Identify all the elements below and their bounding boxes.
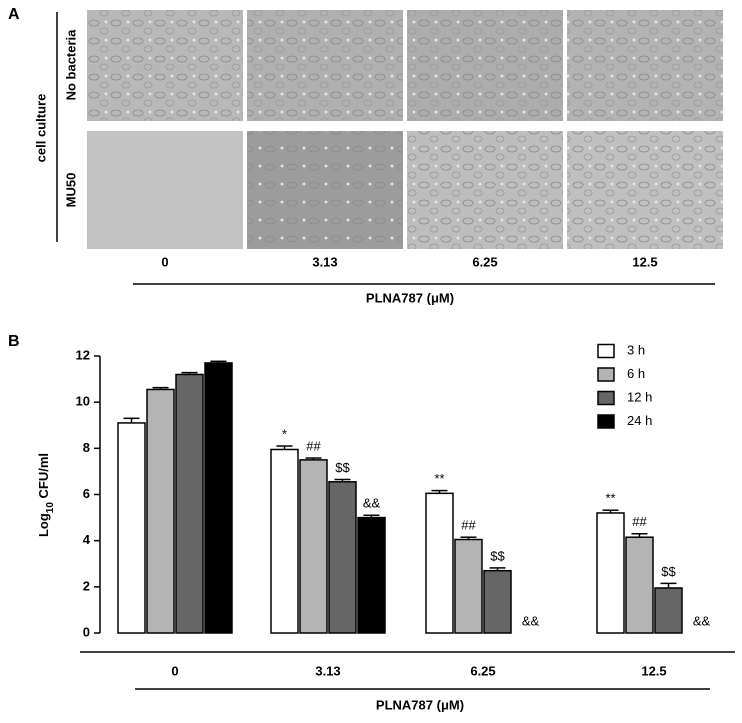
y-tick-label: 6 bbox=[83, 486, 90, 501]
significance-marker: ## bbox=[461, 518, 476, 533]
micrograph-texture bbox=[87, 10, 243, 121]
bar bbox=[625, 536, 654, 634]
column-label: 3.13 bbox=[312, 254, 337, 269]
column-label: cell culture bbox=[33, 94, 48, 163]
micrograph bbox=[87, 131, 243, 249]
significance-marker: && bbox=[363, 496, 381, 511]
significance-marker: $$ bbox=[335, 460, 350, 475]
bar bbox=[175, 373, 204, 634]
legend-swatch bbox=[597, 414, 615, 429]
significance-marker: * bbox=[282, 426, 287, 441]
column-label: 0 bbox=[161, 254, 168, 269]
y-tick-label: 2 bbox=[83, 578, 90, 593]
bar bbox=[328, 481, 357, 634]
micrograph-texture bbox=[247, 131, 403, 249]
bar bbox=[357, 516, 386, 634]
axis-title: PLNA787 (μM) bbox=[366, 290, 454, 305]
x-tick-label: 6.25 bbox=[470, 663, 495, 678]
significance-marker: $$ bbox=[490, 548, 505, 563]
row-label: No bacteria bbox=[63, 29, 78, 101]
y-axis-title-part: Log bbox=[36, 513, 51, 537]
x-tick-label: 12.5 bbox=[641, 663, 666, 678]
x-tick-label: 3.13 bbox=[315, 663, 340, 678]
significance-marker: && bbox=[693, 613, 711, 628]
x-tick-label: 0 bbox=[171, 663, 178, 678]
bar bbox=[270, 448, 299, 634]
column-label: 6.25 bbox=[472, 254, 497, 269]
bar bbox=[299, 459, 328, 634]
y-axis-title-part: CFU/ml bbox=[36, 453, 51, 502]
legend-swatch bbox=[597, 367, 615, 382]
bar bbox=[654, 587, 683, 634]
bar bbox=[454, 538, 483, 634]
micrograph-texture bbox=[247, 10, 403, 121]
bar bbox=[425, 492, 454, 634]
y-tick-label: 8 bbox=[83, 440, 90, 455]
y-axis-title-part: 10 bbox=[45, 502, 56, 514]
panel-a: cell culture No bacteria MU50 0 3.13 6.25 12.5… bbox=[33, 10, 723, 305]
legend-swatch bbox=[597, 390, 615, 406]
panel-label: B bbox=[8, 333, 20, 350]
significance-marker: $$ bbox=[661, 564, 676, 579]
significance-marker: ## bbox=[306, 438, 321, 453]
bar bbox=[146, 388, 175, 634]
bar bbox=[117, 422, 146, 634]
legend-label: 12 h bbox=[627, 389, 652, 404]
axis-title: PLNA787 (μM) bbox=[376, 697, 464, 712]
legend-label: 24 h bbox=[627, 413, 652, 428]
panel-label: A bbox=[8, 6, 20, 23]
column-label: 12.5 bbox=[632, 254, 657, 269]
y-tick-label: 4 bbox=[83, 532, 91, 547]
legend-label: 3 h bbox=[627, 342, 645, 357]
legend-swatch bbox=[597, 343, 615, 359]
significance-marker: ## bbox=[632, 514, 647, 529]
legend-label: 6 h bbox=[627, 366, 645, 381]
micrograph-texture bbox=[567, 131, 723, 249]
y-tick-label: 12 bbox=[76, 347, 90, 362]
bar bbox=[483, 569, 512, 634]
micrograph-texture bbox=[407, 131, 563, 249]
y-tick-label: 0 bbox=[83, 624, 90, 639]
micrograph-texture bbox=[567, 10, 723, 121]
significance-marker: && bbox=[522, 613, 540, 628]
y-tick-label: 10 bbox=[76, 394, 90, 409]
bar bbox=[596, 512, 625, 634]
bar bbox=[204, 362, 233, 634]
micrograph-texture bbox=[407, 10, 563, 121]
row-label: MU50 bbox=[63, 173, 78, 208]
significance-marker: ** bbox=[434, 471, 444, 486]
significance-marker: ** bbox=[605, 491, 615, 506]
y-axis-title: Log10 CFU/ml bbox=[36, 453, 56, 537]
